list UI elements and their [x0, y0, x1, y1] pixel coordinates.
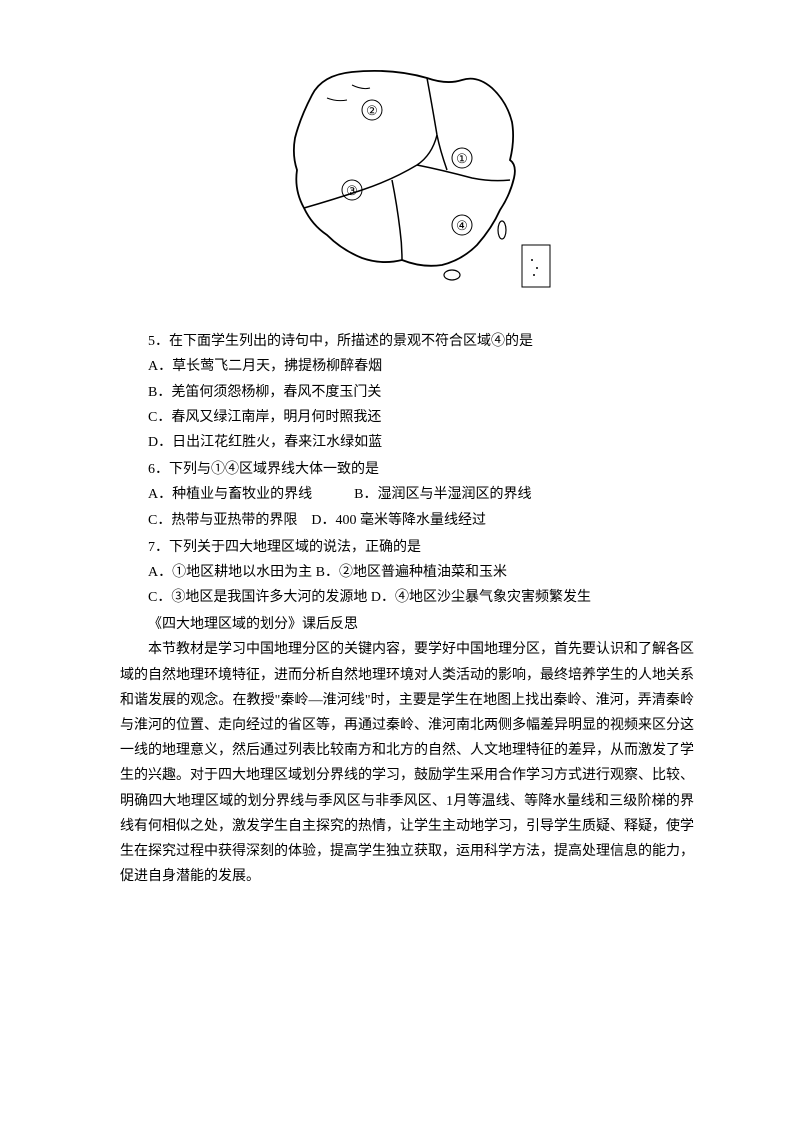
question-6-option-c: C．热带与亚热带的界限: [148, 513, 297, 528]
question-5-option-c: C．春风又绿江南岸，明月何时照我还: [120, 405, 694, 430]
question-7-option-b: B．②地区普遍种植油菜和玉米: [316, 565, 507, 580]
question-5-option-d: D．日出江花红胜火，春来江水绿如蓝: [120, 430, 694, 455]
region-2-label: ②: [366, 103, 378, 118]
question-7-options-ab: A．①地区耕地以水田为主 B．②地区普遍种植油菜和玉米: [120, 560, 694, 585]
question-5-option-b: B．羌笛何须怨杨柳，春风不度玉门关: [120, 380, 694, 405]
china-map-figure: ① ② ③ ④: [120, 50, 694, 309]
question-5-option-a: A．草长莺飞二月天，拂提杨柳醉春烟: [120, 354, 694, 379]
region-4-label: ④: [456, 218, 468, 233]
question-6-option-d: D．400 毫米等降水量线经过: [311, 513, 486, 528]
question-7-option-c: C．③地区是我国许多大河的发源地: [148, 590, 367, 605]
china-map-svg: ① ② ③ ④: [262, 50, 552, 300]
question-7-option-a: A．①地区耕地以水田为主: [148, 565, 312, 580]
region-3-label: ③: [346, 183, 358, 198]
question-5-stem: 5．在下面学生列出的诗句中，所描述的景观不符合区域④的是: [120, 329, 694, 354]
question-6: 6．下列与①④区域界线大体一致的是 A．种植业与畜牧业的界线 B．湿润区与半湿润…: [120, 457, 694, 533]
question-7: 7．下列关于四大地理区域的说法，正确的是 A．①地区耕地以水田为主 B．②地区普…: [120, 535, 694, 611]
region-1-label: ①: [456, 151, 468, 166]
reflection-body: 本节教材是学习中国地理分区的关键内容，要学好中国地理分区，首先要认识和了解各区域…: [120, 637, 694, 889]
question-6-stem: 6．下列与①④区域界线大体一致的是: [120, 457, 694, 482]
question-6-options-cd: C．热带与亚热带的界限 D．400 毫米等降水量线经过: [120, 508, 694, 533]
reflection-title: 《四大地理区域的划分》课后反思: [120, 612, 694, 637]
question-6-option-a: A．种植业与畜牧业的界线: [148, 487, 312, 502]
question-6-option-b: B．湿润区与半湿润区的界线: [354, 487, 531, 502]
question-6-options-ab: A．种植业与畜牧业的界线 B．湿润区与半湿润区的界线: [120, 482, 694, 507]
question-7-stem: 7．下列关于四大地理区域的说法，正确的是: [120, 535, 694, 560]
question-5: 5．在下面学生列出的诗句中，所描述的景观不符合区域④的是 A．草长莺飞二月天，拂…: [120, 329, 694, 455]
question-7-option-d: D．④地区沙尘暴气象灾害频繁发生: [371, 590, 591, 605]
question-7-options-cd: C．③地区是我国许多大河的发源地 D．④地区沙尘暴气象灾害频繁发生: [120, 585, 694, 610]
